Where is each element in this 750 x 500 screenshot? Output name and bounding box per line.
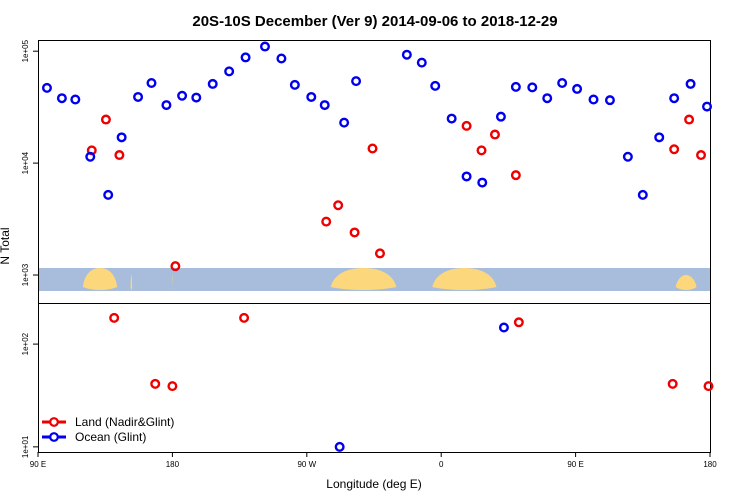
point-ocean-upper-19 [339, 117, 350, 128]
point-ocean-lower-0 [498, 322, 509, 333]
point-ocean-upper-15 [276, 53, 287, 64]
map-strip-land-4 [432, 268, 497, 290]
point-ocean-upper-34 [604, 95, 615, 106]
y-axis-upper: 1e+03 1e+04 1e+05 [21, 39, 38, 286]
point-ocean-upper-22 [416, 57, 427, 68]
x-axis-title: Longitude (deg E) [326, 477, 421, 491]
point-ocean-upper-24 [446, 113, 457, 124]
map-strip-land-0 [82, 268, 118, 290]
point-ocean-upper-29 [527, 82, 538, 93]
map-strip-land-3 [330, 268, 397, 290]
lower-panel-frame [38, 303, 711, 453]
point-ocean-upper-37 [654, 132, 665, 143]
x-tick-label-1: 180 [166, 460, 180, 469]
point-ocean-upper-31 [557, 77, 568, 88]
point-ocean-upper-18 [319, 100, 330, 111]
point-land-upper-13 [669, 144, 680, 155]
point-land-upper-15 [696, 150, 707, 161]
point-land-upper-3 [170, 261, 181, 272]
point-land-lower-4 [513, 317, 524, 328]
point-ocean-upper-13 [240, 52, 251, 63]
map-strip-land-1 [130, 275, 133, 290]
point-ocean-upper-4 [103, 189, 114, 200]
y-upper-tick-label-0: 1e+03 [21, 263, 30, 286]
map-strip-land-5 [675, 275, 697, 290]
upper-panel-frame [38, 40, 711, 304]
y-axis-lower: 1e+01 1e+02 [21, 332, 38, 458]
point-ocean-upper-32 [572, 83, 583, 94]
point-ocean-upper-20 [351, 76, 362, 87]
point-ocean-upper-27 [495, 111, 506, 122]
point-ocean-upper-21 [401, 49, 412, 60]
point-ocean-upper-28 [510, 81, 521, 92]
point-land-upper-9 [461, 120, 472, 131]
point-ocean-upper-33 [588, 94, 599, 105]
data-points [41, 41, 714, 452]
x-tick-label-3: 0 [439, 460, 444, 469]
x-tick-label-5: 180 [703, 460, 717, 469]
point-land-lower-6 [703, 381, 714, 392]
point-land-upper-11 [489, 129, 500, 140]
x-tick-label-2: 90 W [297, 460, 316, 469]
map-strip [39, 268, 710, 291]
point-land-lower-3 [239, 312, 250, 323]
y-upper-tick-label-2: 1e+05 [21, 39, 30, 62]
point-land-lower-5 [667, 378, 678, 389]
point-land-upper-2 [114, 150, 125, 161]
y-axis-title: N Total [0, 227, 12, 264]
point-land-lower-1 [167, 381, 178, 392]
legend-land-label: Land (Nadir&Glint) [75, 415, 174, 429]
point-ocean-upper-3 [85, 151, 96, 162]
point-ocean-upper-35 [622, 151, 633, 162]
point-ocean-upper-8 [161, 100, 172, 111]
point-land-upper-5 [333, 200, 344, 211]
point-ocean-upper-30 [542, 93, 553, 104]
point-ocean-upper-6 [133, 91, 144, 102]
point-ocean-upper-36 [637, 189, 648, 200]
legend: Land (Nadir&Glint) Ocean (Glint) [42, 415, 174, 444]
point-ocean-upper-17 [306, 91, 317, 102]
point-ocean-upper-5 [116, 132, 127, 143]
y-lower-tick-label-1: 1e+02 [21, 332, 30, 355]
x-axis: 90 E 180 90 W 0 90 E 180 [30, 452, 717, 469]
x-tick-label-0: 90 E [30, 460, 46, 469]
y-upper-tick-label-1: 1e+04 [21, 151, 30, 174]
point-ocean-upper-2 [70, 94, 81, 105]
point-ocean-upper-39 [685, 78, 696, 89]
y-lower-tick-label-0: 1e+01 [21, 435, 30, 458]
point-land-upper-12 [510, 170, 521, 181]
point-ocean-lower-1 [334, 441, 345, 452]
point-ocean-upper-25 [461, 171, 472, 182]
legend-land-marker [49, 417, 59, 427]
point-ocean-upper-9 [177, 90, 188, 101]
point-land-lower-0 [150, 378, 161, 389]
point-ocean-upper-16 [289, 79, 300, 90]
point-ocean-upper-1 [56, 93, 67, 104]
point-land-upper-1 [100, 114, 111, 125]
point-ocean-upper-40 [702, 101, 713, 112]
point-land-upper-10 [476, 145, 487, 156]
point-land-upper-14 [684, 114, 695, 125]
legend-ocean-marker [49, 432, 59, 442]
point-ocean-upper-23 [430, 80, 441, 91]
point-land-upper-6 [349, 227, 360, 238]
point-ocean-upper-38 [669, 93, 680, 104]
legend-ocean-label: Ocean (Glint) [75, 430, 146, 444]
point-land-upper-8 [374, 248, 385, 259]
x-tick-label-4: 90 E [567, 460, 583, 469]
point-land-lower-2 [109, 312, 120, 323]
point-ocean-upper-14 [259, 41, 270, 52]
point-land-upper-4 [321, 216, 332, 227]
chart-title: 20S-10S December (Ver 9) 2014-09-06 to 2… [192, 13, 557, 30]
point-ocean-upper-11 [207, 78, 218, 89]
point-ocean-upper-0 [41, 82, 52, 93]
point-ocean-upper-12 [224, 66, 235, 77]
point-ocean-upper-26 [477, 177, 488, 188]
point-land-upper-7 [367, 143, 378, 154]
point-ocean-upper-10 [191, 92, 202, 103]
point-ocean-upper-7 [146, 77, 157, 88]
